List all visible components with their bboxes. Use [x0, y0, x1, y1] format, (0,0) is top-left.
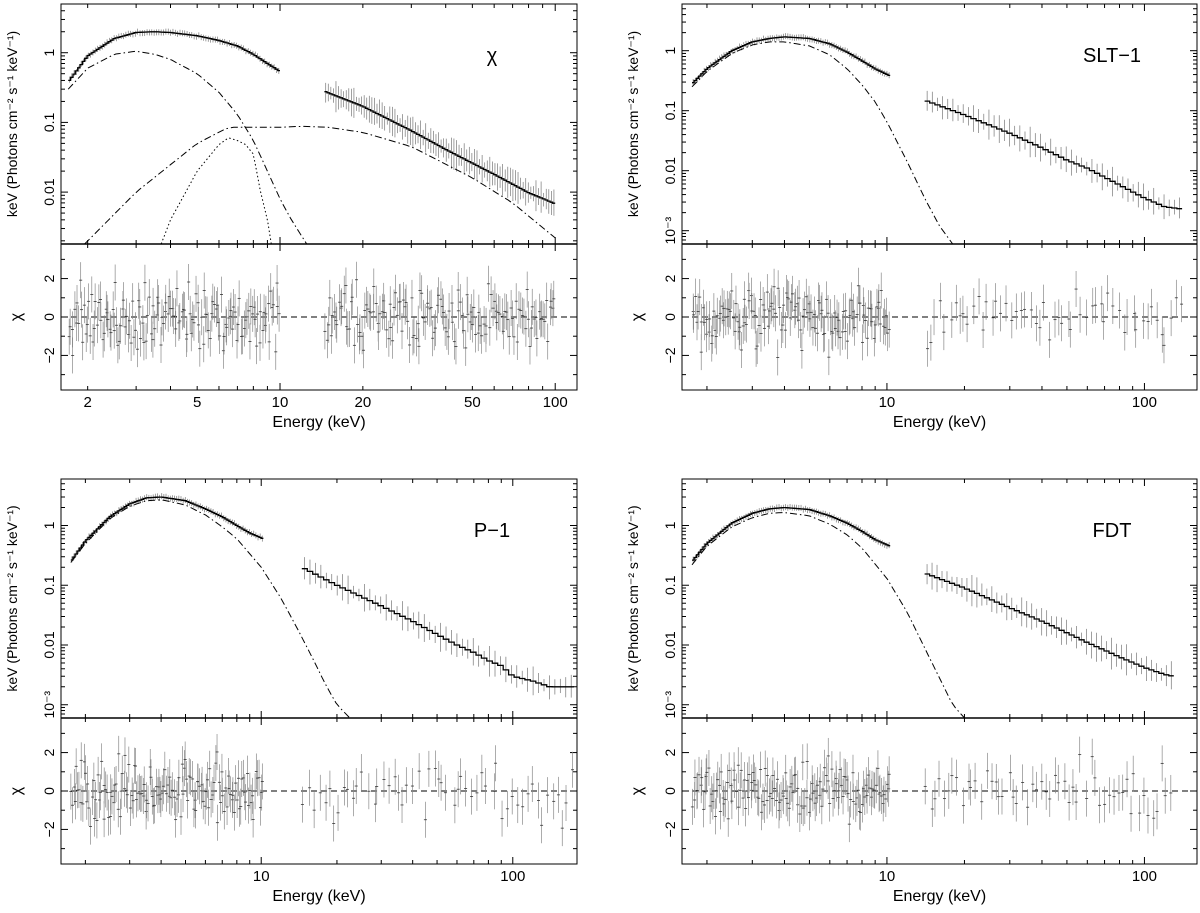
- panel-2-x-tick-label: 100: [1132, 394, 1157, 411]
- panel-4-residual-tick-label: 0: [662, 787, 678, 795]
- panel-2-frame: [681, 3, 1198, 391]
- panel-1-series-1: [68, 28, 280, 83]
- panel-1-model-component-line: [160, 137, 272, 244]
- panel-3-residual-tick-label: −2: [41, 821, 57, 837]
- panel-1-x-axis-label: Energy (keV): [272, 414, 365, 431]
- panel-4-y-axis-label: keV (Photons cm⁻² s⁻¹ keV⁻¹): [625, 505, 641, 691]
- panel-4-series-2: [924, 562, 1174, 690]
- panel-1-y-tick-label: 0.01: [41, 178, 57, 205]
- panel-4-model-step-line: [924, 573, 1174, 677]
- panel-1-y-axis-label: keV (Photons cm⁻² s⁻¹ keV⁻¹): [4, 31, 20, 217]
- panel-2-y-tick-label: 1: [662, 47, 678, 55]
- panel-4-x-tick-label: 100: [1132, 868, 1157, 885]
- panel-4-x-tick-label: 10: [879, 868, 896, 885]
- panel-2-y-axis-label: keV (Photons cm⁻² s⁻¹ keV⁻¹): [625, 31, 641, 217]
- panel-1-model-component-line: [84, 125, 556, 244]
- panel-3-x-tick-label: 100: [500, 868, 525, 885]
- panel-1-x-tick-label: 2: [83, 394, 91, 411]
- panel-3-series-1: [70, 493, 264, 563]
- panel-4-residual-tick-label: −2: [662, 821, 678, 837]
- panel-2-series-1: [692, 33, 891, 86]
- panel-2-residual-tick-label: 0: [662, 313, 678, 321]
- panel-4-series-3: [691, 512, 965, 718]
- panel-1-series-4: [84, 125, 556, 244]
- panel-1-panel-label: χ: [487, 45, 498, 67]
- panel-2-series-3: [691, 41, 954, 244]
- panel-1-series-2: [324, 81, 556, 216]
- panel-1-y-tick-label: 0.1: [41, 112, 57, 132]
- panel-1-model-step-line: [324, 91, 556, 204]
- panel-3-model-component-line: [70, 499, 351, 718]
- panel-2-model-step-line: [924, 100, 1183, 210]
- panel-3-frame: [60, 478, 578, 865]
- panel-1-x-tick-label: 5: [193, 394, 201, 411]
- panel-1-model-step-line: [68, 31, 280, 82]
- panel-3-series-3: [70, 499, 351, 718]
- panel-3-y-tick-label: 0.01: [41, 631, 57, 658]
- panel-1-y-tick-label: 1: [41, 49, 57, 57]
- panel-4-series-1: [692, 504, 891, 563]
- panel-2-x-tick-label: 10: [879, 394, 896, 411]
- panel-2-series-2: [924, 90, 1183, 220]
- panel-3-y-axis-label: keV (Photons cm⁻² s⁻¹ keV⁻¹): [4, 505, 20, 691]
- panel-4-residual-tick-label: 2: [662, 748, 678, 756]
- panel-4-frame: [681, 478, 1198, 865]
- panel-2-model-step-line: [692, 36, 891, 84]
- panel-3-y-tick-label: 10⁻³: [41, 691, 57, 719]
- panel-2-model-component-line: [691, 41, 954, 244]
- panel-1-series-5: [160, 137, 272, 244]
- panel-1-x-tick-label: 10: [272, 394, 289, 411]
- panel-1-x-tick-label: 20: [355, 394, 372, 411]
- panel-1-x-tick-label: 50: [464, 394, 481, 411]
- panel-4-y-tick-label: 0.1: [662, 575, 678, 595]
- panel-2-y-tick-label: 10⁻³: [662, 217, 678, 245]
- panel-2-residual-tick-label: −2: [662, 347, 678, 363]
- panel-4-panel-label: FDT: [1093, 520, 1132, 542]
- panel-3-model-step-line: [301, 568, 574, 688]
- panel-4-x-axis-label: Energy (keV): [893, 888, 986, 905]
- panel-2-y-tick-label: 0.01: [662, 157, 678, 184]
- panel-3-model-step-line: [70, 496, 264, 561]
- panel-2-residual-axis-label: χ: [629, 312, 646, 321]
- panel-1-model-component-line: [67, 50, 308, 244]
- panel-4-model-step-line: [692, 506, 891, 561]
- panel-4-y-tick-label: 0.01: [662, 631, 678, 658]
- panel-2-residual-tick-label: 2: [662, 274, 678, 282]
- panel-2-panel-label: SLT−1: [1083, 45, 1141, 67]
- panel-3-y-tick-label: 0.1: [41, 575, 57, 595]
- panel-3-y-tick-label: 1: [41, 521, 57, 529]
- panel-3-residual-tick-label: 2: [41, 748, 57, 756]
- panel-1-frame: [60, 3, 578, 391]
- panel-1-residual-axis-label: χ: [8, 312, 25, 321]
- panel-1-x-tick-label: 100: [543, 394, 568, 411]
- panel-4-model-component-line: [691, 512, 965, 718]
- panel-4-residual-axis-label: χ: [629, 786, 646, 795]
- panel-3-residual-axis-label: χ: [8, 786, 25, 795]
- panel-1-residual-tick-label: −2: [41, 347, 57, 363]
- panel-1-residual-tick-label: 2: [41, 274, 57, 282]
- panel-2-y-tick-label: 0.1: [662, 101, 678, 121]
- panel-1-series-3: [67, 50, 308, 244]
- panel-3-x-tick-label: 10: [253, 868, 270, 885]
- panel-4-y-tick-label: 1: [662, 521, 678, 529]
- panel-1-residual-tick-label: 0: [41, 313, 57, 321]
- panel-3-series-2: [301, 557, 574, 700]
- panel-3-x-axis-label: Energy (keV): [272, 888, 365, 905]
- panel-3-residual-tick-label: 0: [41, 787, 57, 795]
- panel-3-panel-label: P−1: [474, 520, 510, 542]
- panel-4-y-tick-label: 10⁻³: [662, 691, 678, 719]
- panel-2-x-axis-label: Energy (keV): [893, 414, 986, 431]
